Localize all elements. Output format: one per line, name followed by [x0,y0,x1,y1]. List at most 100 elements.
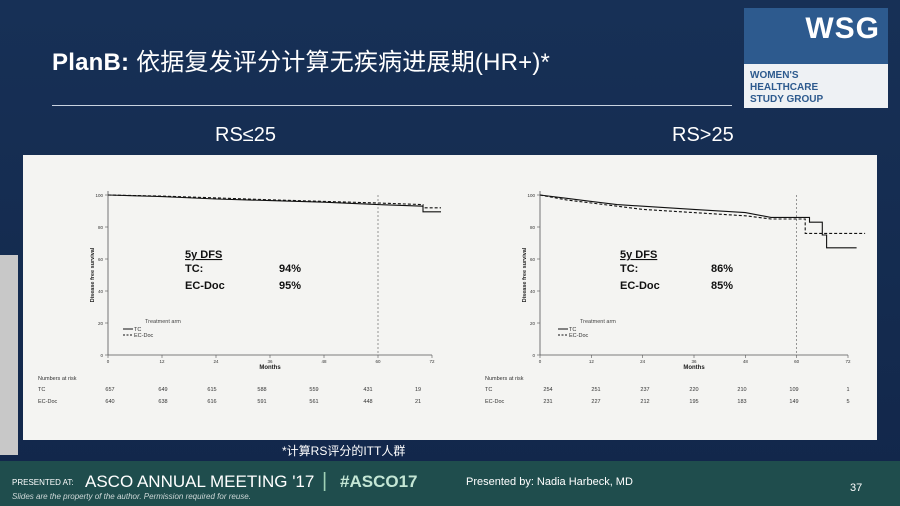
chart-title-right: RS>25 [672,124,734,146]
chart0-x-tick-label-4: 48 [321,359,327,364]
footer-hashtag: #ASCO17 [340,472,418,491]
footer-presented-at: PRESENTED AT: [12,478,74,487]
charts-panel [23,155,877,440]
chart1-x-axis-label: Months [683,365,705,371]
chart1-dfs-label-1: EC-Doc [620,280,660,292]
footer-disclaimer: Slides are the property of the author. P… [12,492,251,501]
chart0-series-line-ecdoc [107,194,441,209]
chart1-x-tick-label-0: 0 [539,359,542,364]
page-title: PlanB: 依据复发评分计算无疾病进展期(HR+)* [52,42,550,77]
footer-bar [0,461,900,506]
chart0-y-tick-label-2: 40 [98,289,104,294]
chart1-risk-value-0-4: 210 [737,387,746,393]
chart1-x-tick-label-4: 48 [743,359,749,364]
chart0-y-tick-label-5: 100 [95,193,103,198]
chart0-risk-value-0-5: 431 [363,387,372,393]
chart0-legend-label-0: TC [134,327,141,333]
chart1-y-tick-label-3: 60 [530,257,536,262]
chart0-x-tick-label-2: 24 [213,359,219,364]
chart0-dfs-label-0: TC: [185,263,203,275]
chart1-legend-label-1: EC-Doc [569,333,589,339]
chart0-dfs-value-1: 95% [279,280,301,292]
chart0-dfs-title: 5y DFS [185,249,222,261]
chart0-risk-value-1-0: 640 [105,399,114,405]
chart0-y-axis-label: Disease free survival [90,247,96,302]
page-number: 37 [850,482,863,494]
chart1-y-tick-label-4: 80 [530,225,536,230]
chart1-risk-value-1-2: 212 [640,399,649,405]
footer-divider: | [322,470,328,492]
chart1-risk-value-1-5: 149 [789,399,798,405]
chart0-risk-value-0-0: 657 [105,387,114,393]
chart1-risk-value-0-0: 254 [543,387,552,393]
chart0-risk-header: Numbers at risk [38,376,77,382]
chart1-x-tick-label-2: 24 [640,359,646,364]
chart0-y-tick-label-4: 80 [98,225,104,230]
logo-line-3: STUDY GROUP [750,94,824,105]
chart0-x-tick-label-6: 72 [429,359,435,364]
chart1-y-tick-label-1: 20 [530,321,536,326]
chart0-x-axis-label: Months [259,365,281,371]
chart1-y-tick-label-2: 40 [530,289,536,294]
chart1-y-tick-label-5: 100 [527,193,535,198]
logo-band [744,8,888,64]
chart1-y-tick-label-0: 0 [532,353,535,358]
chart0-risk-value-1-5: 448 [363,399,372,405]
chart0-risk-value-0-6: 19 [415,387,421,393]
side-bar [0,255,18,455]
chart1-x-tick-label-5: 60 [794,359,800,364]
chart1-series-line-ecdoc [539,194,866,234]
chart1-dfs-value-0: 86% [711,263,733,275]
chart0-risk-value-1-4: 561 [309,399,318,405]
chart0-risk-value-0-2: 615 [207,387,216,393]
chart1-risk-value-1-1: 227 [591,399,600,405]
chart0-legend-title: Treatment arm [145,319,181,325]
chart1-risk-row-label-0: TC [485,387,492,393]
chart1-series-line-tc [539,194,857,249]
chart0-risk-value-0-4: 559 [309,387,318,393]
footnote: *计算RS评分的ITT人群 [282,444,406,458]
chart1-legend-title: Treatment arm [580,319,616,325]
chart1-dfs-title: 5y DFS [620,249,657,261]
chart-title-left: RS≤25 [215,124,277,146]
chart1-risk-value-1-6: 5 [846,399,849,405]
chart0-risk-value-0-1: 649 [158,387,167,393]
chart0-risk-value-1-2: 616 [207,399,216,405]
chart1-risk-value-1-3: 195 [689,399,698,405]
chart0-x-tick-label-1: 12 [159,359,165,364]
footer-presenter: Presented by: Nadia Harbeck, MD [466,476,633,488]
wsg-logo: WSG WOMEN'S HEALTHCARE STUDY GROUP [744,8,888,108]
chart0-risk-value-1-6: 21 [415,399,421,405]
chart1-dfs-value-1: 85% [711,280,733,292]
title-divider [52,105,732,106]
chart0-risk-row-label-1: EC-Doc [38,399,58,405]
chart0-risk-row-label-0: TC [38,387,45,393]
chart1-legend-label-0: TC [569,327,576,333]
chart0-risk-value-1-1: 638 [158,399,167,405]
logo-abbr: WSG [805,12,880,45]
chart1-risk-value-1-0: 231 [543,399,552,405]
chart0-risk-value-0-3: 588 [257,387,266,393]
chart1-risk-header: Numbers at risk [485,376,524,382]
chart1-risk-value-1-4: 183 [737,399,746,405]
chart0-y-tick-label-0: 0 [100,353,103,358]
chart0-risk-value-1-3: 591 [257,399,266,405]
chart0-y-tick-label-3: 60 [98,257,104,262]
chart0-y-tick-label-1: 20 [98,321,104,326]
chart0-x-tick-label-0: 0 [107,359,110,364]
chart1-risk-value-0-1: 251 [591,387,600,393]
chart0-series-line-tc [107,194,441,213]
chart1-risk-value-0-6: 1 [846,387,849,393]
chart1-risk-value-0-3: 220 [689,387,698,393]
chart1-x-tick-label-6: 72 [845,359,851,364]
chart0-dfs-value-0: 94% [279,263,301,275]
chart1-risk-value-0-5: 109 [789,387,798,393]
chart1-x-tick-label-1: 12 [589,359,595,364]
footer-meeting: ASCO ANNUAL MEETING '17 [85,472,315,491]
chart0-legend-label-1: EC-Doc [134,333,154,339]
logo-text: WOMEN'S HEALTHCARE STUDY GROUP [750,70,823,106]
chart0-dfs-label-1: EC-Doc [185,280,225,292]
chart0-x-tick-label-3: 36 [267,359,273,364]
